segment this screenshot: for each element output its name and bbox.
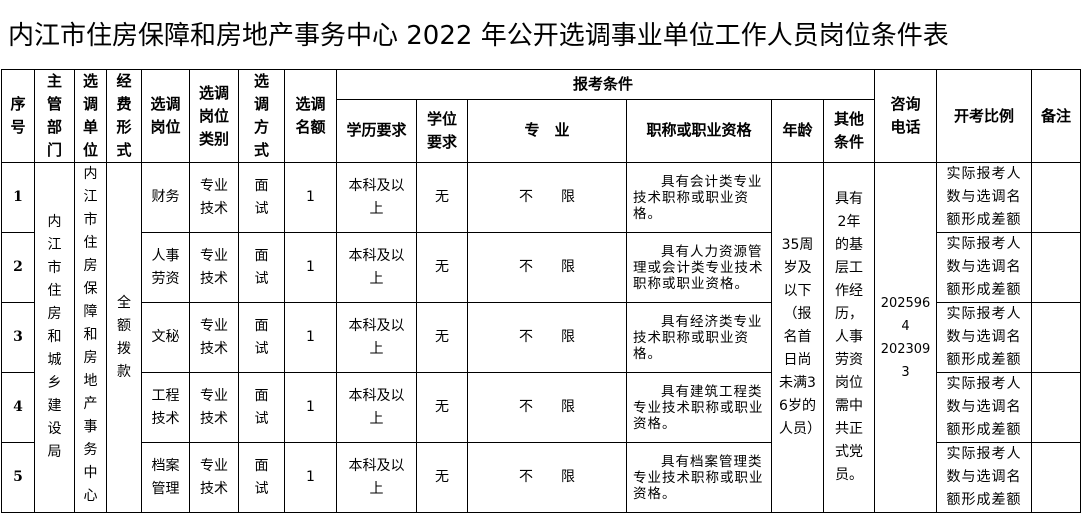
row-education: 本科及以上 [336, 302, 417, 373]
phone-number: 2025964 [880, 295, 931, 334]
header-major: 专 业 [467, 98, 627, 164]
header-dept: 主管部门 [34, 69, 75, 163]
row-seq: 3 [1, 302, 35, 373]
position-table: 序号 主管部门 选调单位 经费形式 选调岗位 选调岗位类别 选调方式 选调名额 … [1, 69, 1082, 513]
phone-number: 2023093 [880, 341, 931, 380]
row-post-type: 专业技术 [189, 372, 239, 443]
header-post-type: 选调岗位类别 [189, 69, 239, 163]
row-post-type: 专业技术 [189, 232, 239, 303]
row-post: 人事劳资 [141, 232, 190, 303]
header-degree: 学位要求 [416, 98, 468, 164]
age-cell: 35周岁及以下（报名首日尚未满36岁的人员） [771, 162, 824, 513]
row-qualification: 具有经济类专业技术职称或职业资格。 [626, 302, 772, 373]
row-degree: 无 [416, 372, 468, 443]
row-remarks [1031, 162, 1082, 233]
row-seq: 1 [1, 162, 35, 233]
row-education: 本科及以上 [336, 162, 417, 233]
row-remarks [1031, 302, 1082, 373]
funding-cell: 全额拨款 [106, 162, 142, 513]
row-education: 本科及以上 [336, 232, 417, 303]
header-unit: 选调单位 [74, 69, 107, 163]
row-qualification: 具有档案管理类专业技术职称或职业资格。 [626, 442, 772, 513]
header-education: 学历要求 [336, 98, 417, 164]
row-method: 面试 [238, 442, 285, 513]
row-quota: 1 [284, 302, 337, 373]
row-degree: 无 [416, 302, 468, 373]
row-major: 不 限 [467, 442, 627, 513]
row-quota: 1 [284, 442, 337, 513]
row-major: 不 限 [467, 372, 627, 443]
header-quota: 选调名额 [284, 69, 337, 163]
row-post: 文秘 [141, 302, 190, 373]
header-conditions-label: 报考条件 [573, 74, 634, 93]
phone-cell: 2025964 2023093 [874, 162, 938, 513]
row-quota: 1 [284, 162, 337, 233]
unit-cell: 内江市住房保障和房地产事务中心 [74, 162, 107, 513]
header-ratio: 开考比例 [936, 69, 1033, 163]
table-row: 4 工程技术 专业技术 面试 1 本科及以上无不 限具有建筑工程类专业技术职称或职业资格。… [1, 372, 1082, 443]
row-ratio: 实际报考人数与选调名额形成差额 [936, 162, 1033, 233]
header-funding: 经费形式 [106, 69, 142, 163]
row-qualification: 具有人力资源管理或会计类专业技术职称或职业资格。 [626, 232, 772, 303]
row-major: 不 限 [467, 302, 627, 373]
row-degree: 无 [416, 442, 468, 513]
row-post: 工程技术 [141, 372, 190, 443]
table-row: 1 内江市住房和城乡建设局 内江市住房保障和房地产事务中心 全额拨款 财务 专业技术 面试 1… [1, 162, 1082, 513]
row-quota: 1 [284, 232, 337, 303]
row-seq: 5 [1, 442, 35, 513]
row-post-type: 专业技术 [189, 302, 239, 373]
row-degree: 无 [416, 162, 468, 233]
qualification-text: 具有会计类专业技术职称或职业资格。 [633, 173, 763, 222]
row-major: 不 限 [467, 232, 627, 303]
row-ratio: 实际报考人数与选调名额形成差额 [936, 442, 1033, 513]
row-ratio: 实际报考人数与选调名额形成差额 [936, 302, 1033, 373]
row-post: 财务 [141, 162, 190, 233]
qualification-text: 具有人力资源管理或会计类专业技术职称或职业资格。 [633, 243, 764, 292]
row-post: 档案管理 [141, 442, 190, 513]
other-conditions-cell: 具有2年的基层工作经历，人事劳资岗位需中共正式党员。 [822, 162, 876, 513]
row-method: 面试 [238, 372, 285, 443]
table-row: 2 人事劳资 专业技术 面试 1 本科及以上无不 限具有人力资源管理或会计类专业技术职称或… [1, 232, 1082, 303]
header-seq: 序号 [1, 69, 35, 163]
qualification-text: 具有建筑工程类专业技术职称或职业资格。 [633, 383, 764, 432]
dept-cell: 内江市住房和城乡建设局 [34, 162, 75, 513]
row-quota: 1 [284, 372, 337, 443]
row-degree: 无 [416, 232, 468, 303]
header-method: 选调方式 [238, 69, 285, 163]
row-remarks [1031, 372, 1082, 443]
header-qualification: 职称或职业资格 [626, 98, 772, 164]
header-other: 其他条件 [822, 98, 876, 164]
row-remarks [1031, 232, 1082, 303]
table-row: 3 文秘 专业技术 面试 1 本科及以上无不 限具有经济类专业技术职称或职业资格。 实际报考… [1, 302, 1082, 373]
row-qualification: 具有建筑工程类专业技术职称或职业资格。 [626, 372, 772, 443]
row-education: 本科及以上 [336, 442, 417, 513]
qualification-text: 具有经济类专业技术职称或职业资格。 [633, 313, 763, 362]
row-major: 不 限 [467, 162, 627, 233]
qualification-text: 具有档案管理类专业技术职称或职业资格。 [633, 453, 764, 502]
header-conditions: 报考条件 [335, 69, 876, 100]
header-age: 年龄 [771, 98, 824, 164]
row-post-type: 专业技术 [189, 442, 239, 513]
row-education: 本科及以上 [336, 372, 417, 443]
row-ratio: 实际报考人数与选调名额形成差额 [936, 372, 1033, 443]
row-qualification: 具有会计类专业技术职称或职业资格。 [626, 162, 772, 233]
row-method: 面试 [238, 162, 285, 233]
header-post: 选调岗位 [141, 69, 190, 163]
table-row: 5 档案管理 专业技术 面试 1 本科及以上无不 限具有档案管理类专业技术职称或职业资格。… [1, 442, 1082, 513]
row-seq: 4 [1, 372, 35, 443]
row-seq: 2 [1, 232, 35, 303]
row-ratio: 实际报考人数与选调名额形成差额 [936, 232, 1033, 303]
page-title: 内江市住房保障和房地产事务中心 2022 年公开选调事业单位工作人员岗位条件表 [8, 21, 949, 51]
table-body: 1 内江市住房和城乡建设局 内江市住房保障和房地产事务中心 全额拨款 财务 专业技术 面试 1… [1, 162, 1082, 513]
row-remarks [1031, 442, 1082, 513]
header-remarks: 备注 [1031, 69, 1082, 163]
row-method: 面试 [238, 232, 285, 303]
header-phone: 咨询电话 [874, 69, 938, 163]
row-method: 面试 [238, 302, 285, 373]
row-post-type: 专业技术 [189, 162, 239, 233]
